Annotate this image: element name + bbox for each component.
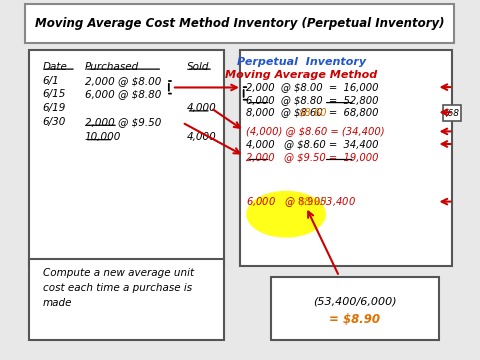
Text: Perpetual  Inventory: Perpetual Inventory: [237, 57, 366, 67]
Text: 2,000 @ $8.00: 2,000 @ $8.00: [85, 76, 161, 86]
Text: $8.90: $8.90: [299, 197, 327, 207]
Text: 2,000   @ $9.50 =  19,000: 2,000 @ $9.50 = 19,000: [246, 152, 379, 162]
Text: Moving Average Cost Method Inventory (Perpetual Inventory): Moving Average Cost Method Inventory (Pe…: [35, 17, 444, 30]
FancyBboxPatch shape: [240, 50, 452, 266]
Text: $8.60: $8.60: [299, 107, 327, 117]
Text: (4,000) @ $8.60 = (34,400): (4,000) @ $8.60 = (34,400): [246, 126, 385, 136]
Text: Moving Average Method: Moving Average Method: [226, 69, 378, 80]
Ellipse shape: [246, 191, 326, 238]
FancyBboxPatch shape: [271, 277, 439, 340]
Text: 6,000   @ $8.90   $53,400: 6,000 @ $8.90 $53,400: [246, 195, 356, 208]
Text: Purchased: Purchased: [85, 62, 139, 72]
Text: (68: (68: [444, 109, 459, 117]
FancyBboxPatch shape: [29, 50, 224, 266]
FancyBboxPatch shape: [25, 4, 454, 43]
Text: 8,000  @ $8.60  =  68,800: 8,000 @ $8.60 = 68,800: [246, 107, 379, 117]
Text: 6/15: 6/15: [43, 89, 66, 99]
Text: (53,400/6,000): (53,400/6,000): [313, 297, 396, 307]
Text: 6/19: 6/19: [43, 103, 66, 113]
Text: 4,000: 4,000: [187, 132, 216, 142]
Text: 4,000   @ $8.60 =  34,400: 4,000 @ $8.60 = 34,400: [246, 139, 379, 149]
FancyBboxPatch shape: [443, 105, 461, 121]
Text: Compute a new average unit
cost each time a purchase is
made: Compute a new average unit cost each tim…: [43, 268, 194, 308]
Text: 6,000 @ $8.80: 6,000 @ $8.80: [85, 89, 161, 99]
Text: = $8.90: = $8.90: [329, 313, 380, 326]
Text: 2,000  @ $8.00  =  16,000: 2,000 @ $8.00 = 16,000: [246, 82, 379, 92]
Text: 4,000: 4,000: [187, 103, 216, 113]
Text: 2,000 @ $9.50: 2,000 @ $9.50: [85, 117, 161, 127]
Text: 6,000  @ $8.80  =  52,800: 6,000 @ $8.80 = 52,800: [246, 95, 379, 105]
Text: 6/30: 6/30: [43, 117, 66, 127]
Text: Date: Date: [43, 62, 68, 72]
FancyBboxPatch shape: [29, 259, 224, 340]
Text: Sold: Sold: [187, 62, 209, 72]
Text: 10,000: 10,000: [85, 132, 121, 142]
Text: 6/1: 6/1: [43, 76, 60, 86]
